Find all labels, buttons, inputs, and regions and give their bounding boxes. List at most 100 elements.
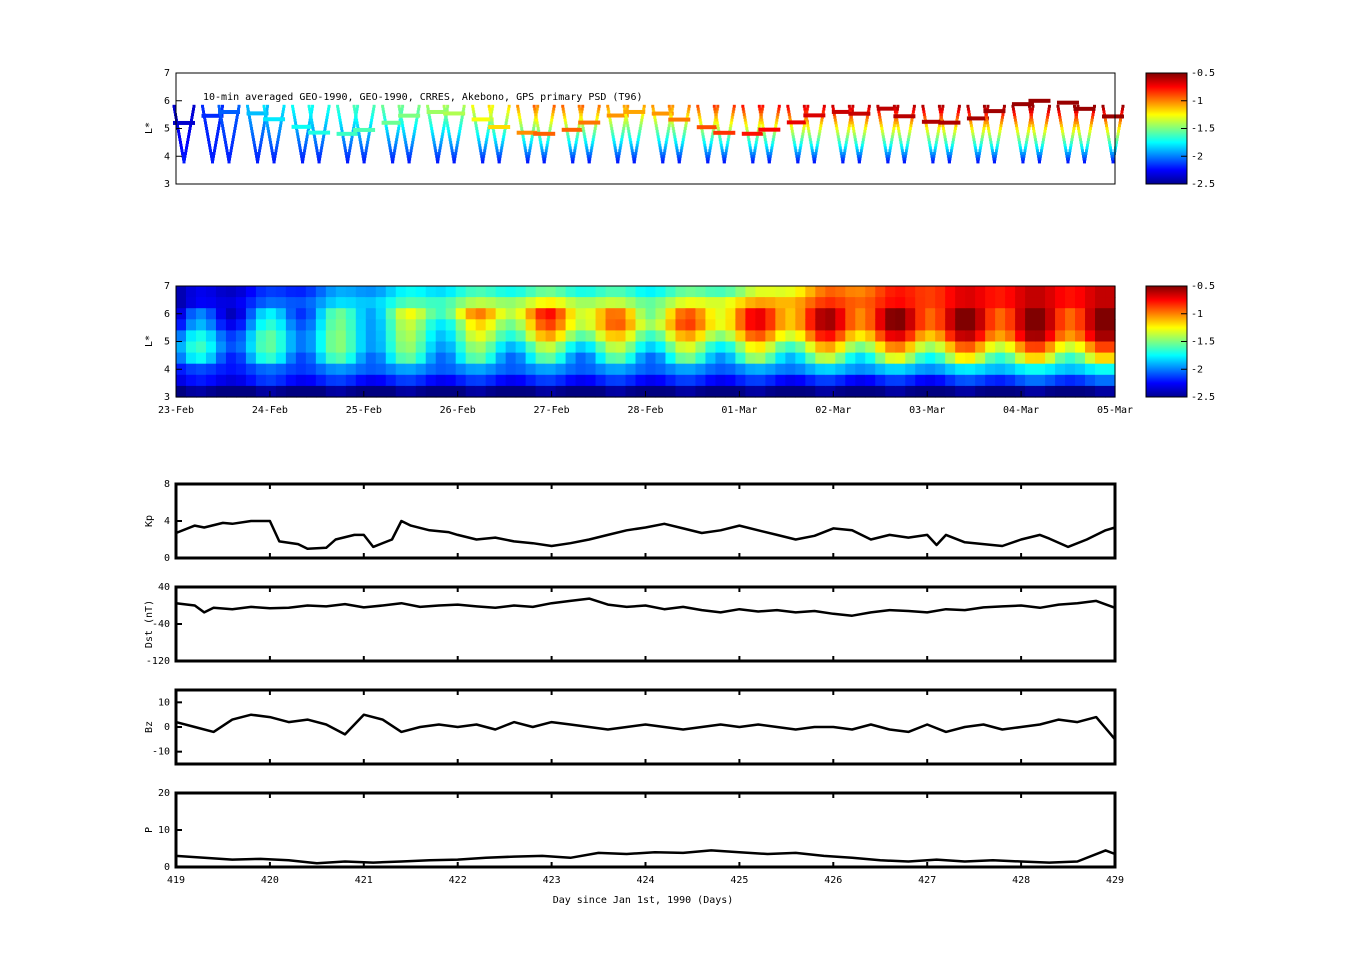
psd-point xyxy=(838,143,842,147)
psd-point xyxy=(969,124,973,128)
psd-point xyxy=(833,115,837,119)
psd-point xyxy=(183,154,187,158)
psd-point xyxy=(257,151,261,155)
heatmap-cell xyxy=(176,374,187,387)
psd-point xyxy=(926,132,930,136)
heatmap-cell xyxy=(355,363,367,376)
psd-point xyxy=(548,129,552,133)
heatmap-cell xyxy=(945,352,956,365)
heatmap-cell xyxy=(995,341,1006,354)
psd-point xyxy=(260,138,264,142)
psd-point xyxy=(1038,157,1042,161)
heatmap-cell xyxy=(945,374,956,387)
psd-top-segment xyxy=(741,131,764,136)
heatmap-cell xyxy=(215,352,227,365)
heatmap-cell xyxy=(345,385,357,398)
psd-point xyxy=(173,110,177,114)
heatmap-cell xyxy=(625,385,637,398)
psd-point xyxy=(1068,146,1072,150)
psd-point xyxy=(506,113,510,117)
heatmap-cell xyxy=(665,308,677,320)
psd-point xyxy=(977,151,981,155)
psd-point xyxy=(897,132,901,136)
xtick-label: 420 xyxy=(261,875,279,886)
psd-point xyxy=(619,140,623,144)
psd-point xyxy=(922,113,926,117)
psd-point xyxy=(267,132,271,136)
psd-top-segment xyxy=(1073,106,1096,111)
heatmap-cell xyxy=(1045,341,1056,354)
psd-point xyxy=(883,146,887,150)
heatmap-cell xyxy=(1055,308,1066,320)
heatmap-cell xyxy=(995,308,1006,320)
heatmap-cell xyxy=(905,330,916,343)
psd-point xyxy=(439,143,443,147)
psd-point xyxy=(391,160,395,164)
psd-point xyxy=(364,151,368,155)
heatmap-cell xyxy=(555,363,567,376)
psd-point xyxy=(1114,143,1118,147)
heatmap-cell xyxy=(435,308,447,320)
psd-point xyxy=(1021,160,1025,164)
heatmap-cell xyxy=(515,286,527,298)
heatmap-cell xyxy=(245,297,257,309)
psd-point xyxy=(642,107,646,111)
psd-point xyxy=(477,138,481,142)
psd-point xyxy=(729,121,733,125)
heatmap-cell xyxy=(955,308,966,320)
psd-point xyxy=(233,129,237,133)
heatmap-cell xyxy=(715,352,727,365)
psd-point xyxy=(436,157,440,161)
psd-point xyxy=(486,132,490,136)
heatmap-cell xyxy=(176,286,187,298)
heatmap-cell xyxy=(565,352,577,365)
heatmap-cell xyxy=(415,330,427,343)
heatmap-cell xyxy=(555,341,567,354)
psd-point xyxy=(1000,115,1004,119)
psd-point xyxy=(257,154,261,158)
p-frame xyxy=(174,791,1117,869)
heatmap-cell xyxy=(255,319,267,331)
heatmap-cell xyxy=(735,352,746,365)
heatmap-cell xyxy=(695,308,707,320)
psd-point xyxy=(536,104,540,108)
heatmap-cell xyxy=(955,319,966,331)
heatmap-cell xyxy=(1035,308,1046,320)
psd-point xyxy=(709,143,713,147)
psd-point xyxy=(441,129,445,133)
psd-point xyxy=(321,138,325,142)
psd-point xyxy=(797,154,801,158)
psd-point xyxy=(1068,149,1072,153)
psd-point xyxy=(808,135,812,139)
psd-top-segment xyxy=(1011,102,1034,107)
psd-point xyxy=(1121,107,1124,111)
psd-point xyxy=(506,110,510,114)
psd-point xyxy=(819,121,823,125)
psd-point xyxy=(359,143,363,147)
heatmap-cell xyxy=(245,363,257,376)
heatmap-cell xyxy=(685,297,697,309)
psd-point xyxy=(234,124,238,128)
psd-point xyxy=(432,138,436,142)
heatmap-cell xyxy=(1015,352,1026,365)
heatmap-cell xyxy=(1095,319,1106,331)
heatmap-cell xyxy=(915,308,926,320)
psd-point xyxy=(309,113,313,117)
psd-point xyxy=(411,140,415,144)
psd-point xyxy=(1104,118,1107,122)
psd-point xyxy=(278,129,282,133)
psd-point xyxy=(278,127,282,130)
heatmap-cell xyxy=(525,352,537,365)
psd-point xyxy=(755,138,759,142)
psd-point xyxy=(944,143,948,147)
heatmap-cell xyxy=(785,352,796,365)
psd-point xyxy=(400,107,404,111)
psd-point xyxy=(452,160,456,164)
psd-point xyxy=(1036,154,1040,158)
psd-point xyxy=(764,140,768,144)
heatmap-cell xyxy=(755,319,766,331)
heatmap-cell xyxy=(575,319,587,331)
heatmap-cell xyxy=(235,385,247,398)
heatmap-cell xyxy=(1095,385,1106,398)
psd-point xyxy=(753,146,757,150)
